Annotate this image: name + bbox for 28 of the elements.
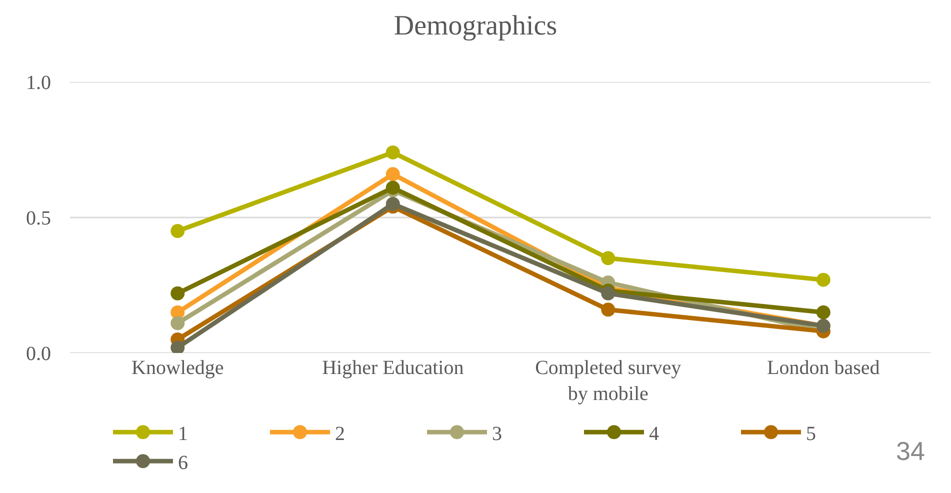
y-tick-label: 0.0: [26, 343, 51, 365]
x-tick-label: Higher Education: [322, 357, 464, 379]
x-tick-label: Knowledge: [132, 357, 224, 379]
point: [816, 272, 830, 287]
chart-title: Demographics: [394, 10, 558, 42]
legend-label: 4: [649, 422, 659, 445]
point: [601, 251, 616, 266]
legend-label: 6: [178, 452, 188, 474]
y-tick-label: 0.5: [26, 208, 51, 230]
point: [386, 196, 400, 211]
legend-label: 3: [492, 422, 502, 445]
point: [170, 316, 185, 330]
point: [601, 302, 616, 317]
point: [170, 224, 185, 238]
point: [386, 180, 400, 195]
point: [386, 167, 400, 182]
legend-label: 1: [178, 422, 188, 445]
y-tick-label: 1.0: [26, 72, 51, 94]
point: [170, 286, 185, 300]
x-tick-label: London based: [766, 357, 880, 379]
x-tick-label: Completed survey by mobile: [535, 357, 682, 405]
legend-label: 5: [806, 422, 816, 445]
point: [816, 305, 830, 320]
legend-label: 2: [335, 422, 345, 445]
point: [170, 340, 185, 353]
point: [601, 286, 616, 300]
text: 34: [896, 436, 925, 466]
point: [386, 145, 400, 160]
